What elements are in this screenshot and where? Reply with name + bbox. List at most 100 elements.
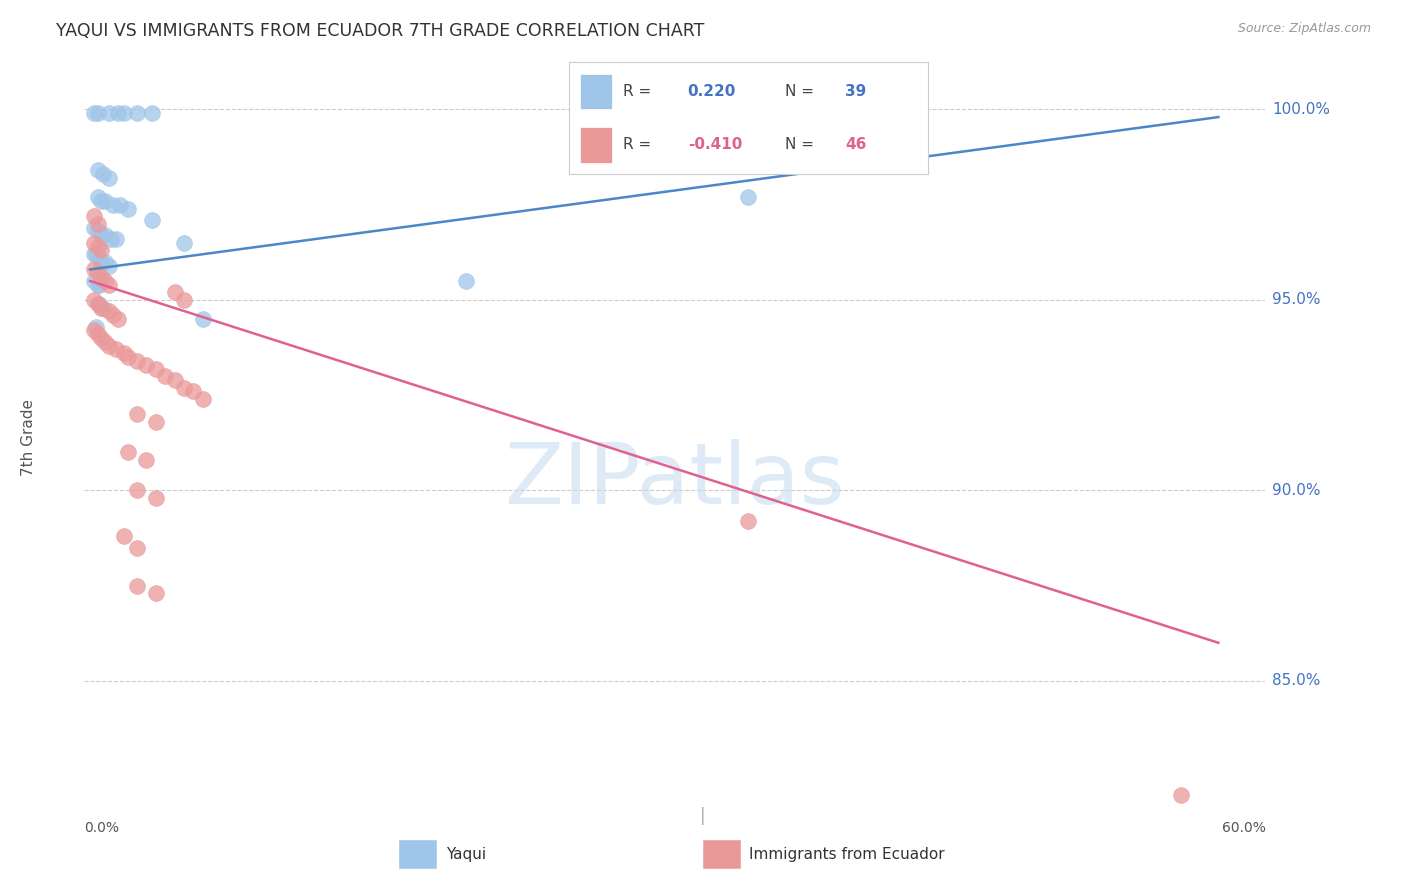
Point	[90, 244, 112, 258]
Point	[86, 297, 108, 311]
Point	[737, 514, 759, 528]
Point	[125, 483, 148, 498]
Text: Immigrants from Ecuador: Immigrants from Ecuador	[749, 847, 945, 862]
Point	[83, 293, 105, 307]
Point	[107, 312, 129, 326]
Text: R =: R =	[623, 84, 651, 99]
Point	[101, 197, 124, 211]
Text: 7th Grade: 7th Grade	[21, 399, 35, 475]
Text: |: |	[700, 807, 706, 825]
Point	[97, 304, 120, 318]
Point	[105, 232, 128, 246]
Point	[163, 373, 186, 387]
Point	[83, 220, 105, 235]
Point	[100, 232, 122, 246]
Point	[83, 323, 105, 337]
Point	[97, 339, 120, 353]
Point	[94, 194, 117, 208]
Point	[112, 529, 135, 543]
Bar	[581, 127, 613, 162]
Point	[83, 247, 105, 261]
Point	[107, 106, 129, 120]
Point	[112, 346, 135, 360]
Text: 60.0%: 60.0%	[1222, 821, 1265, 835]
Point	[83, 274, 105, 288]
Bar	[581, 74, 613, 109]
Point	[125, 541, 148, 555]
Point	[125, 407, 148, 421]
Text: 95.0%: 95.0%	[1272, 293, 1320, 308]
Text: 100.0%: 100.0%	[1272, 102, 1330, 117]
Point	[90, 301, 112, 315]
Text: 0.0%: 0.0%	[84, 821, 120, 835]
Text: Source: ZipAtlas.com: Source: ZipAtlas.com	[1237, 22, 1371, 36]
Bar	[703, 839, 741, 869]
Point	[145, 491, 167, 505]
Text: N =: N =	[785, 137, 814, 153]
Text: Yaqui: Yaqui	[446, 847, 486, 862]
Point	[91, 301, 114, 315]
Point	[83, 106, 105, 120]
Point	[90, 228, 112, 243]
Text: 0.220: 0.220	[688, 84, 737, 99]
Point	[125, 579, 148, 593]
Point	[173, 380, 195, 394]
Text: 90.0%: 90.0%	[1272, 483, 1320, 498]
Point	[86, 266, 108, 280]
Point	[105, 343, 128, 357]
Point	[155, 369, 177, 384]
Point	[94, 274, 117, 288]
Point	[117, 202, 139, 216]
Point	[97, 171, 120, 186]
Point	[86, 224, 108, 238]
Text: N =: N =	[785, 84, 814, 99]
Point	[90, 270, 112, 285]
Point	[173, 235, 195, 250]
Text: 39: 39	[845, 84, 866, 99]
Point	[145, 415, 167, 429]
Point	[94, 255, 117, 269]
Point	[191, 392, 214, 406]
Text: 46: 46	[845, 137, 868, 153]
Point	[86, 106, 108, 120]
Point	[89, 251, 111, 265]
Point	[135, 453, 157, 467]
Point	[125, 106, 148, 120]
Point	[84, 319, 107, 334]
Point	[86, 277, 108, 292]
Text: 85.0%: 85.0%	[1272, 673, 1320, 689]
Point	[86, 163, 108, 178]
Point	[145, 361, 167, 376]
Text: ZIPatlas: ZIPatlas	[505, 440, 845, 523]
Point	[1170, 788, 1192, 802]
Point	[89, 277, 111, 292]
Point	[86, 327, 108, 342]
Point	[117, 445, 139, 459]
Point	[86, 217, 108, 231]
Point	[86, 239, 108, 253]
Point	[125, 354, 148, 368]
Point	[145, 586, 167, 600]
Point	[90, 194, 112, 208]
Bar	[399, 839, 437, 869]
Point	[83, 235, 105, 250]
Point	[83, 262, 105, 277]
Point	[456, 274, 478, 288]
Point	[83, 209, 105, 223]
Point	[90, 255, 112, 269]
Point	[94, 228, 117, 243]
Point	[117, 350, 139, 364]
Point	[737, 190, 759, 204]
Text: -0.410: -0.410	[688, 137, 742, 153]
Point	[191, 312, 214, 326]
Point	[108, 197, 131, 211]
Point	[141, 106, 163, 120]
Point	[86, 190, 108, 204]
Point	[135, 358, 157, 372]
Point	[183, 384, 205, 399]
Point	[90, 331, 112, 345]
Point	[97, 106, 120, 120]
Point	[91, 167, 114, 181]
Point	[173, 293, 195, 307]
Point	[94, 334, 117, 349]
